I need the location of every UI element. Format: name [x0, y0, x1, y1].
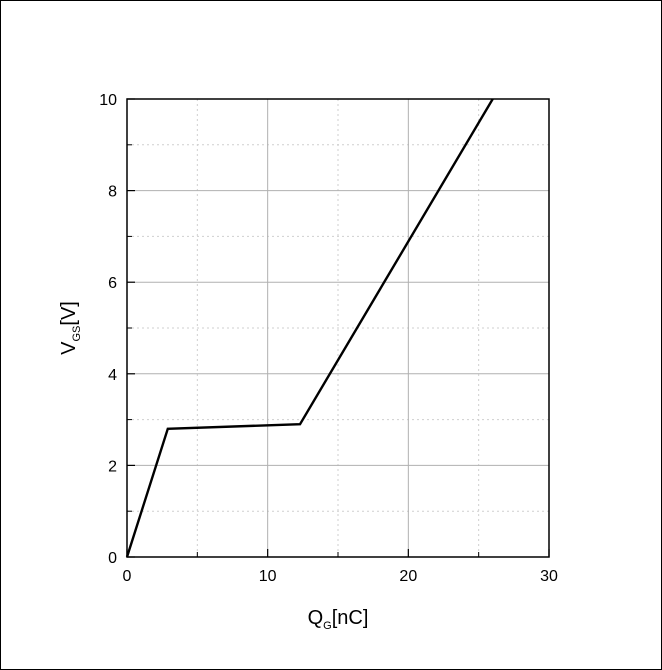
x-tick-label: 20: [399, 568, 417, 585]
y-axis-label: VGS[V]: [58, 301, 83, 355]
x-tick-label: 30: [540, 568, 558, 585]
y-tick-label: 10: [99, 92, 117, 109]
x-axis-label-main: Q: [308, 607, 324, 629]
y-tick-label: 4: [108, 367, 117, 384]
y-axis-label-unit: [V]: [58, 301, 80, 325]
x-tick-labels: 0 10 20 30: [123, 568, 558, 585]
y-tick-label: 2: [108, 458, 117, 475]
y-axis-label-subscript: GS: [71, 326, 83, 342]
y-tick-label: 0: [108, 550, 117, 567]
y-tick-label: 6: [108, 275, 117, 292]
x-axis-label: QG[nC]: [308, 607, 369, 632]
x-axis-label-subscript: G: [323, 620, 332, 632]
y-tick-labels: 0 2 4 6 8 10: [99, 92, 117, 567]
x-axis-label-unit: [nC]: [332, 607, 369, 629]
x-tick-label: 10: [259, 568, 277, 585]
y-tick-label: 8: [108, 184, 117, 201]
y-axis-label-main: V: [58, 341, 80, 355]
x-tick-label: 0: [123, 568, 132, 585]
grid-lines: [127, 99, 549, 557]
